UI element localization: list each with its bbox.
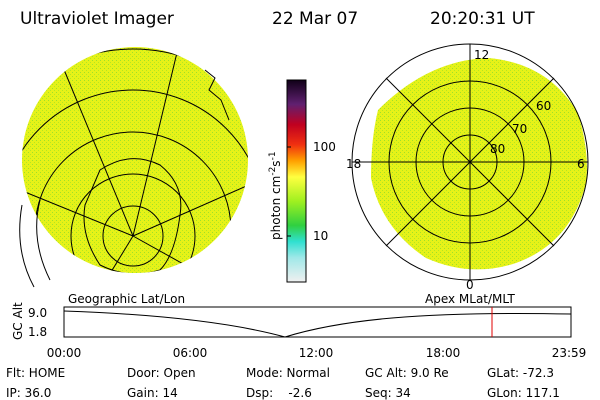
colorbar-label: 100 bbox=[313, 140, 336, 154]
colorbar-label: 10 bbox=[313, 229, 328, 243]
coord-label: Apex MLat/MLT bbox=[425, 292, 515, 306]
colorbar-unit: photon cm-2s-1 bbox=[268, 151, 283, 240]
x-label: 06:00 bbox=[173, 346, 208, 360]
x-label: 23:59 bbox=[552, 346, 587, 360]
info-field: IP: 36.0 bbox=[6, 386, 51, 400]
mlat-label: 70 bbox=[512, 122, 527, 136]
y-label: 9.0 bbox=[28, 306, 47, 320]
axis-title: GC Alt bbox=[11, 302, 25, 340]
mlat-label: 80 bbox=[490, 142, 505, 156]
orbit-frame bbox=[63, 306, 572, 338]
unit-exp: -2 bbox=[268, 167, 278, 176]
unit: s bbox=[269, 160, 283, 166]
mlt-label: 12 bbox=[474, 48, 489, 62]
info-field: GLon: 117.1 bbox=[487, 386, 560, 400]
mlt-label: 0 bbox=[466, 278, 474, 292]
orbit-curve bbox=[63, 310, 572, 338]
geo-image bbox=[19, 47, 248, 288]
info-field: GC Alt: 9.0 Re bbox=[365, 366, 449, 380]
time: 20:20:31 UT bbox=[430, 9, 535, 29]
coord-label: Geographic Lat/Lon bbox=[68, 292, 185, 306]
colorbar bbox=[286, 79, 307, 283]
info-field: Gain: 14 bbox=[127, 386, 178, 400]
x-label: 18:00 bbox=[426, 346, 461, 360]
unit: photon cm bbox=[269, 176, 283, 240]
date: 22 Mar 07 bbox=[272, 9, 358, 29]
info-field: Flt: HOME bbox=[6, 366, 65, 380]
mlt-label: 18 bbox=[346, 157, 361, 171]
unit-exp: -1 bbox=[268, 151, 278, 160]
polar-grid bbox=[351, 43, 589, 281]
x-label: 12:00 bbox=[299, 346, 334, 360]
y-label: 1.8 bbox=[28, 325, 47, 339]
info-field: GLat: -72.3 bbox=[487, 366, 554, 380]
coastlines bbox=[19, 69, 230, 288]
info-field: Dsp: -2.6 bbox=[246, 386, 312, 400]
info-field: Seq: 34 bbox=[365, 386, 411, 400]
polar-image: 12 18 6 0 60 70 80 bbox=[346, 43, 589, 292]
mlt-label: 6 bbox=[577, 157, 585, 171]
info-field: Door: Open bbox=[127, 366, 196, 380]
x-label: 00:00 bbox=[47, 346, 82, 360]
info-field: Mode: Normal bbox=[246, 366, 330, 380]
instrument: Ultraviolet Imager bbox=[20, 9, 174, 29]
mlat-label: 60 bbox=[536, 99, 551, 113]
